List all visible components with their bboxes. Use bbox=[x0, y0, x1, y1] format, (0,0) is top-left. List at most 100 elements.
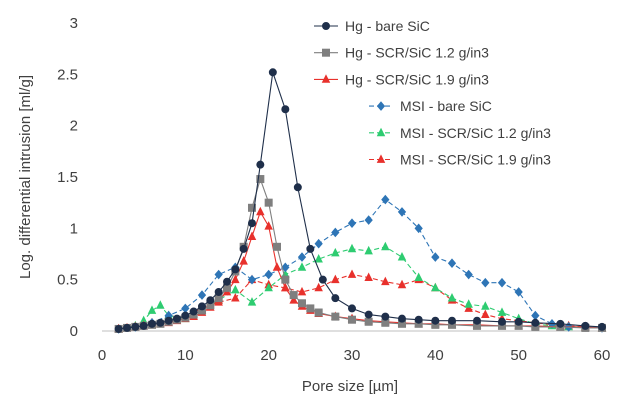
series-line bbox=[118, 72, 603, 330]
legend-marker bbox=[321, 74, 331, 83]
data-point bbox=[397, 279, 407, 289]
data-point bbox=[264, 282, 273, 292]
data-point bbox=[131, 322, 140, 331]
data-point bbox=[472, 316, 481, 325]
data-point bbox=[331, 274, 340, 284]
legend-label: MSI - SCR/SiC 1.2 g/in3 bbox=[400, 125, 551, 141]
y-tick-label: 2.5 bbox=[57, 66, 78, 83]
data-point bbox=[297, 252, 307, 262]
series-4 bbox=[114, 194, 607, 334]
x-tick-label: 20 bbox=[260, 347, 277, 364]
data-point bbox=[306, 244, 315, 253]
data-point bbox=[431, 252, 440, 262]
data-point bbox=[364, 317, 373, 326]
data-point bbox=[222, 277, 231, 286]
data-point bbox=[464, 299, 473, 308]
data-point bbox=[147, 305, 157, 314]
data-point bbox=[331, 294, 340, 303]
axes: 0 10 20 30 40 50 60 0 0.5 1 1.5 2 2.5 3 bbox=[57, 15, 610, 364]
data-point bbox=[447, 316, 456, 325]
legend-marker bbox=[376, 101, 386, 111]
data-point bbox=[314, 238, 323, 249]
data-point bbox=[514, 317, 523, 326]
data-point bbox=[156, 318, 165, 327]
data-point bbox=[147, 319, 156, 328]
legend-marker bbox=[321, 48, 330, 57]
legend-item: Hg - bare SiC bbox=[314, 18, 430, 34]
data-point bbox=[414, 272, 423, 282]
legend-label: Hg - SCR/SiC 1.2 g/in3 bbox=[345, 45, 489, 61]
data-point bbox=[272, 242, 281, 251]
y-tick-label: 1.5 bbox=[57, 169, 78, 186]
data-point bbox=[318, 275, 327, 284]
data-point bbox=[231, 265, 240, 274]
data-point bbox=[247, 231, 257, 240]
data-point bbox=[431, 316, 440, 325]
data-point bbox=[598, 322, 607, 331]
data-point bbox=[364, 215, 373, 225]
data-point bbox=[514, 287, 523, 297]
data-point bbox=[447, 293, 457, 302]
data-point bbox=[197, 290, 207, 300]
data-point bbox=[364, 272, 373, 282]
data-point bbox=[172, 314, 181, 323]
data-point bbox=[293, 183, 302, 192]
data-point bbox=[281, 282, 290, 292]
legend-label: Hg - bare SiC bbox=[345, 18, 430, 34]
legend-item: Hg - SCR/SiC 1.9 g/in3 bbox=[314, 71, 489, 87]
data-point bbox=[247, 219, 256, 228]
series-layer bbox=[114, 68, 607, 334]
y-tick-label: 0.5 bbox=[57, 272, 78, 289]
data-point bbox=[314, 282, 323, 292]
legend-marker bbox=[321, 21, 330, 30]
legend-marker bbox=[376, 154, 386, 163]
data-point bbox=[256, 160, 265, 169]
x-tick-label: 10 bbox=[177, 347, 194, 364]
data-point bbox=[331, 247, 340, 257]
data-point bbox=[364, 310, 373, 319]
data-point bbox=[268, 68, 277, 77]
legend: Hg - bare SiC Hg - SCR/SiC 1.2 g/in3 Hg - … bbox=[314, 18, 551, 168]
data-point bbox=[381, 194, 390, 205]
legend-label: MSI - SCR/SiC 1.9 g/in3 bbox=[400, 152, 551, 168]
x-axis-title: Pore size [µm] bbox=[302, 378, 398, 395]
data-point bbox=[464, 303, 473, 312]
data-point bbox=[281, 275, 290, 284]
data-point bbox=[297, 262, 307, 271]
data-point bbox=[447, 258, 457, 269]
data-point bbox=[556, 319, 565, 328]
legend-item: MSI - bare SiC bbox=[369, 98, 492, 114]
legend-label: MSI - bare SiC bbox=[400, 98, 492, 114]
data-point bbox=[272, 262, 282, 271]
data-point bbox=[256, 175, 265, 184]
data-point bbox=[189, 307, 198, 316]
data-point bbox=[347, 243, 357, 253]
data-point bbox=[381, 312, 390, 321]
data-point bbox=[264, 198, 273, 207]
data-point bbox=[289, 295, 298, 304]
x-tick-label: 60 bbox=[594, 347, 611, 364]
data-point bbox=[247, 203, 256, 212]
y-axis-title: Log. differential intrusion [ml/g] bbox=[17, 75, 34, 279]
legend-label: Hg - SCR/SiC 1.9 g/in3 bbox=[345, 71, 489, 87]
data-point bbox=[347, 315, 356, 324]
data-point bbox=[481, 277, 490, 288]
data-point bbox=[531, 310, 540, 321]
data-point bbox=[364, 245, 373, 255]
data-point bbox=[347, 304, 356, 313]
series-1 bbox=[114, 68, 607, 333]
legend-item: MSI - SCR/SiC 1.9 g/in3 bbox=[369, 152, 551, 168]
data-point bbox=[381, 276, 390, 286]
data-point bbox=[331, 227, 340, 238]
data-point bbox=[414, 223, 423, 234]
y-tick-label: 0 bbox=[70, 323, 78, 340]
x-tick-label: 0 bbox=[98, 347, 106, 364]
data-point bbox=[481, 301, 490, 310]
y-tick-label: 1 bbox=[70, 220, 78, 237]
data-point bbox=[231, 293, 240, 302]
data-point bbox=[181, 303, 190, 314]
data-point bbox=[281, 105, 290, 114]
data-point bbox=[231, 274, 240, 284]
data-point bbox=[397, 251, 407, 261]
data-point bbox=[164, 316, 173, 325]
